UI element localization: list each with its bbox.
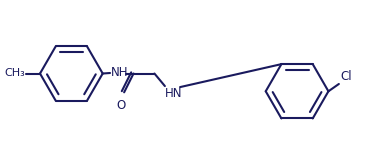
Text: O: O (116, 99, 126, 112)
Text: HN: HN (165, 87, 182, 100)
Text: CH₃: CH₃ (4, 68, 25, 78)
Text: NH: NH (111, 66, 129, 80)
Text: Cl: Cl (340, 70, 351, 83)
